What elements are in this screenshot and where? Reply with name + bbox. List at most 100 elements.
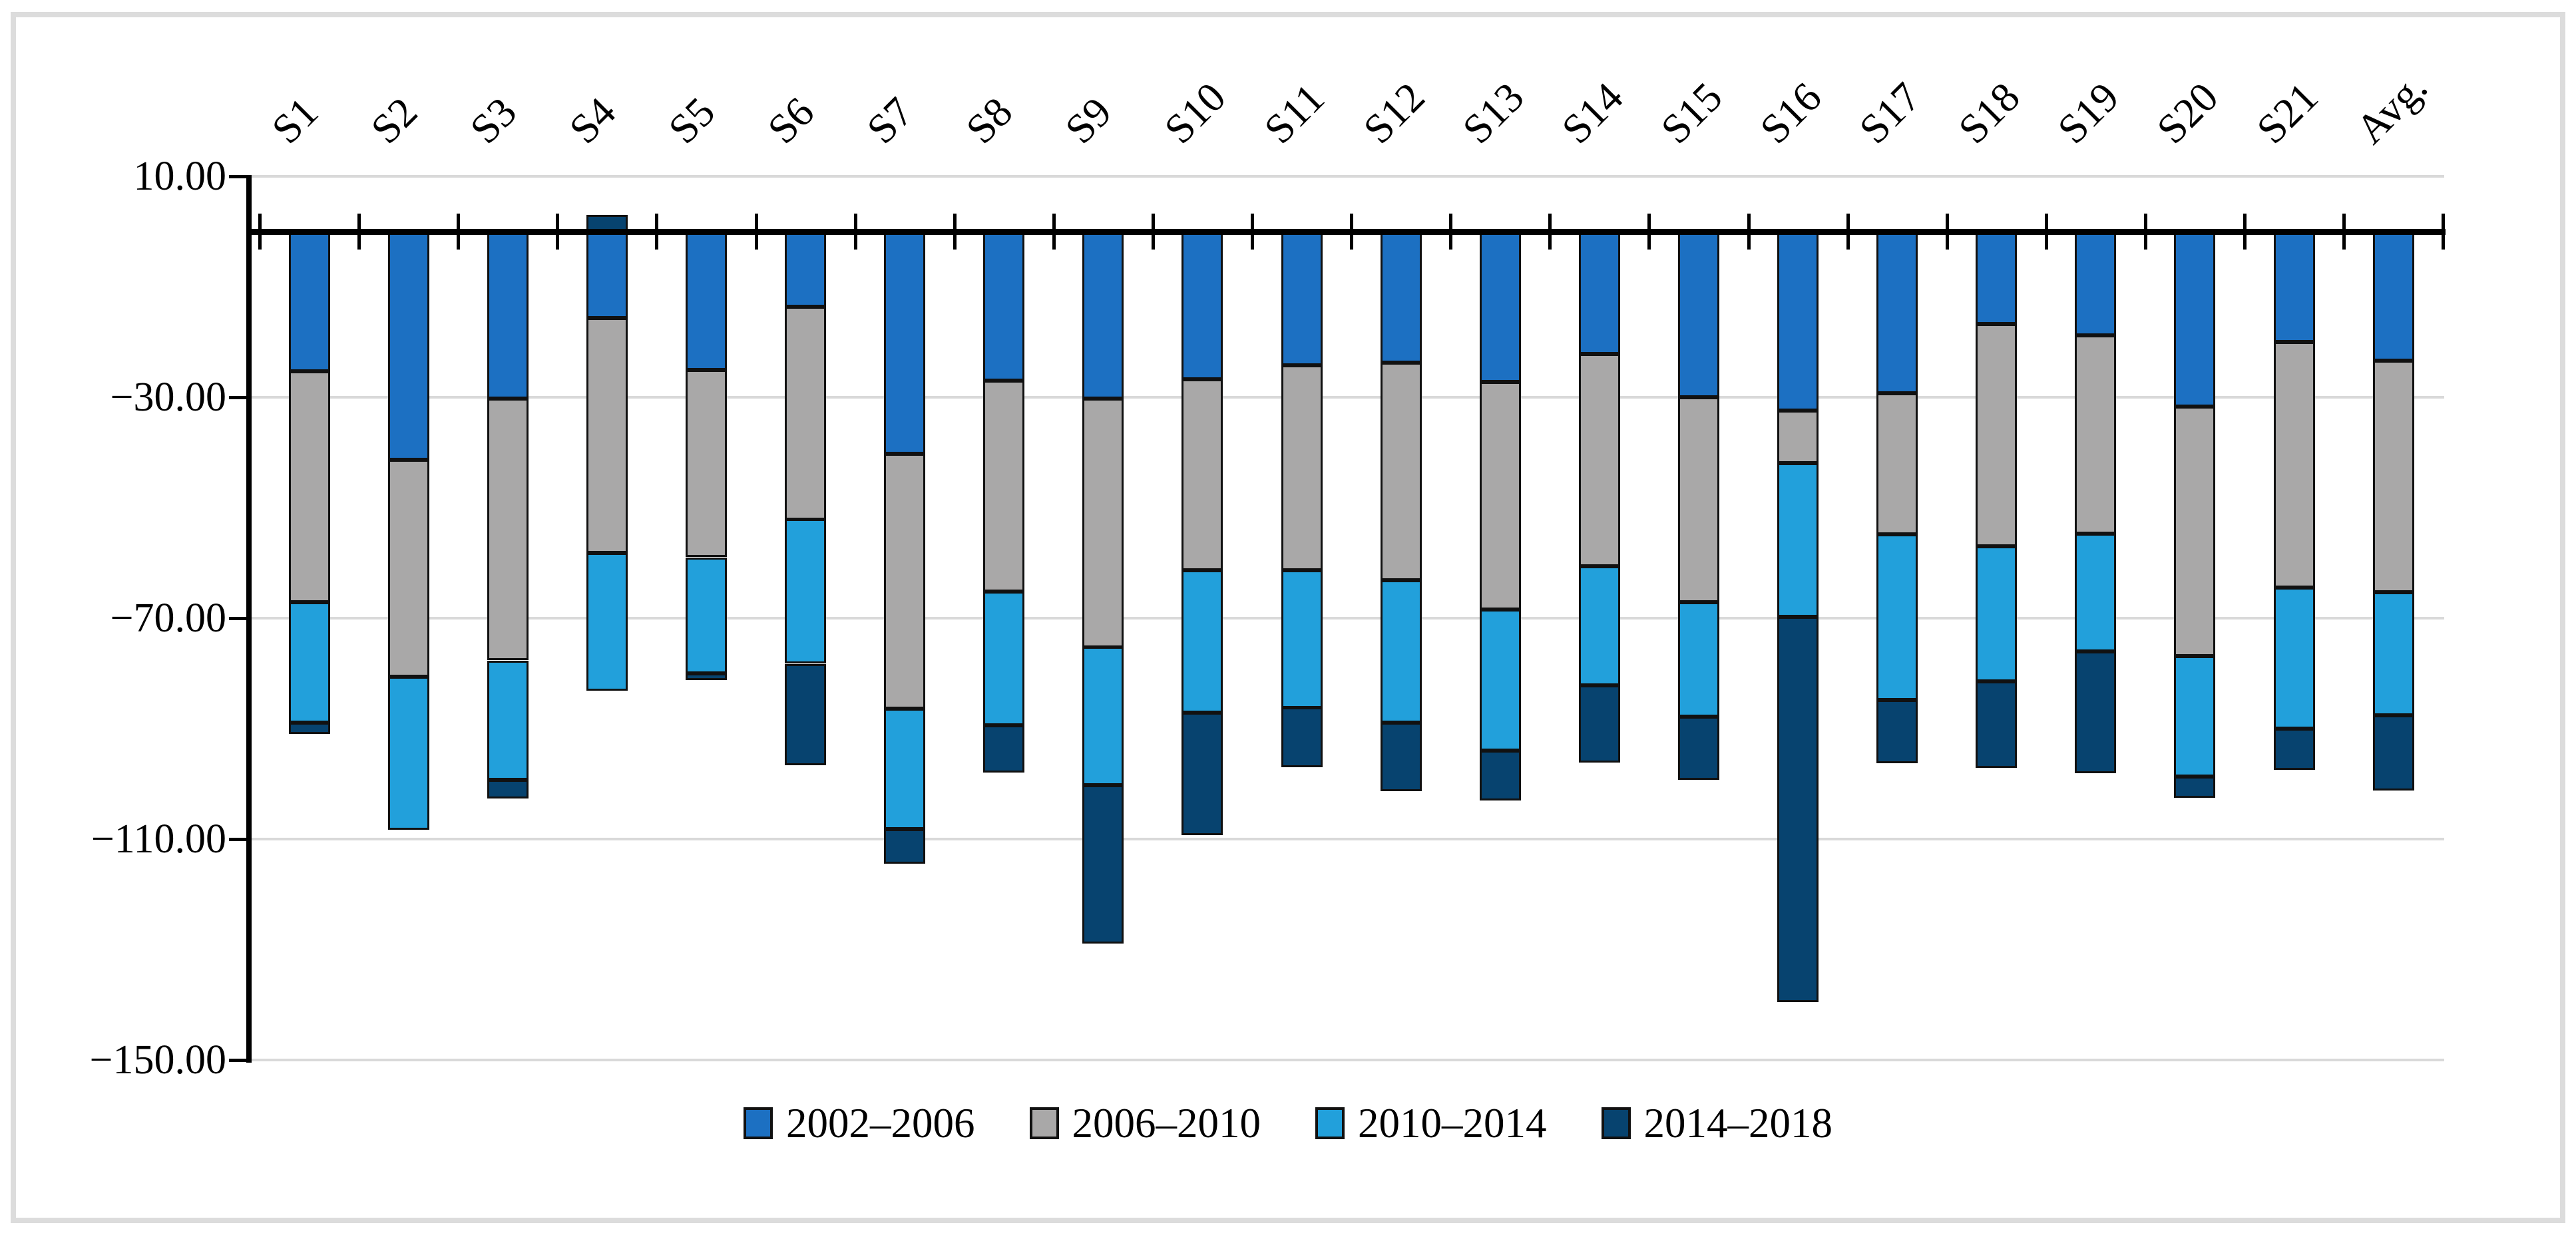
y-axis-label: 10.00 [133,154,227,199]
category-boundary-tick [1548,214,1552,250]
bar-segment [2274,588,2315,729]
y-axis-tick [229,1059,246,1062]
legend-item: 2010–2014 [1315,1100,1547,1147]
legend-swatch [1315,1107,1345,1139]
bar-segment [1281,365,1323,570]
bar-segment [1777,411,1819,463]
bar-segment [487,399,529,660]
bar-segment [983,592,1024,725]
legend-label: 2010–2014 [1358,1100,1547,1147]
bar-segment [388,460,429,677]
y-axis-tick [229,396,246,399]
category-boundary-tick [1846,214,1850,250]
bar-segment [1678,717,1719,780]
category-boundary-tick [1152,214,1155,250]
bar-segment [1082,647,1124,785]
bar-segment [586,232,628,318]
gridline [252,175,2445,178]
category-boundary-tick [1647,214,1651,250]
y-axis-line [246,175,252,1063]
bar-segment [785,232,826,307]
bar-segment [487,232,529,399]
bar-segment [1082,785,1124,944]
bar-segment [884,829,925,864]
bar-segment [1281,570,1323,708]
bar-segment [2075,534,2116,651]
category-boundary-tick [457,214,460,250]
bar-segment [2174,407,2215,656]
bar-segment [1777,617,1819,1002]
legend-label: 2002–2006 [786,1100,975,1147]
bar-segment [1181,570,1223,713]
bar-segment [686,370,727,557]
bar-segment [1678,232,1719,397]
bar-segment [2075,232,2116,335]
bar-segment [1777,463,1819,617]
bar-segment [2274,342,2315,588]
bar-segment [289,602,330,723]
gridline [252,1059,2445,1061]
bar-segment [2274,232,2315,342]
bar-segment [884,709,925,829]
bar-segment [1381,580,1422,723]
category-boundary-tick [2243,214,2247,250]
y-axis-label: −70.00 [110,596,226,641]
bar-segment [2174,232,2215,407]
bar-segment [1281,232,1323,365]
bar-segment [884,232,925,454]
bar-segment [1976,324,2017,546]
bar-segment [2075,651,2116,773]
bar-segment [1579,232,1620,354]
bar-segment [1976,681,2017,768]
legend-label: 2014–2018 [1643,1100,1833,1147]
bar-segment [2174,777,2215,798]
bar-segment [388,232,429,460]
bar-segment [983,725,1024,773]
legend-item: 2002–2006 [744,1100,975,1147]
bar-segment [1678,397,1719,602]
gridline [252,838,2445,840]
y-axis-tick [229,838,246,841]
bar-segment [1678,602,1719,717]
category-boundary-tick [2342,214,2346,250]
bar-segment [1181,713,1223,835]
bar-segment [1381,723,1422,791]
bar-segment [388,677,429,830]
gridline [252,396,2445,399]
y-axis-tick [229,175,246,178]
category-boundary-tick [556,214,559,250]
legend-swatch [744,1107,773,1139]
legend-label: 2006–2010 [1072,1100,1261,1147]
bar-segment [1876,700,1918,763]
bar-segment [2373,361,2414,592]
bar-segment [487,780,529,798]
bar-segment [1281,707,1323,767]
y-axis-label: −30.00 [110,375,226,420]
bar-segment [686,558,727,673]
category-boundary-tick [1251,214,1254,250]
bar-segment [1876,534,1918,700]
legend: 2002–2006 2006–2010 2010–2014 2014–2018 [0,1090,2576,1156]
y-axis-label: −110.00 [91,816,226,862]
category-boundary-tick [755,214,758,250]
bar-segment [586,553,628,691]
bar-segment [2075,335,2116,534]
bar-segment [1381,363,1422,580]
legend-item: 2014–2018 [1601,1100,1833,1147]
bar-segment [1480,232,1521,382]
bar-segment [2373,232,2414,361]
bar-segment [2174,656,2215,777]
category-boundary-tick [1747,214,1751,250]
legend-swatch [1029,1107,1059,1139]
bar-segment [1579,354,1620,566]
legend-item: 2006–2010 [1029,1100,1261,1147]
bar-segment [1181,232,1223,379]
bar-segment [785,519,826,663]
bar-segment [1082,399,1124,647]
category-boundary-tick [2442,214,2445,250]
category-boundary-tick [258,214,262,250]
bar-segment [1480,382,1521,610]
category-boundary-tick [2144,214,2147,250]
bar-segment [1876,393,1918,534]
